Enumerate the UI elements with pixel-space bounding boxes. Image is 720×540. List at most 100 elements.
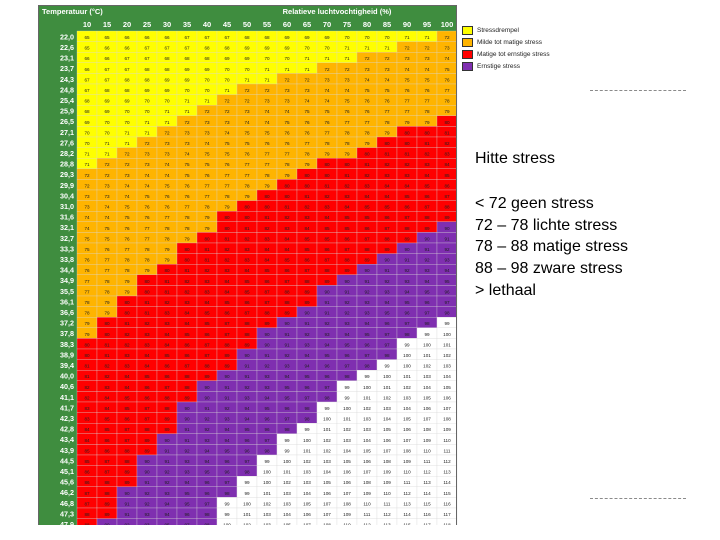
cell-value: 79 bbox=[264, 183, 270, 188]
cell-value: 67 bbox=[184, 35, 190, 40]
cell-value: 92 bbox=[184, 448, 190, 453]
cell-value: 90 bbox=[344, 279, 350, 284]
cell-value: 78 bbox=[284, 162, 290, 167]
cell-value: 99 bbox=[424, 332, 430, 337]
cell-value: 86 bbox=[84, 470, 90, 475]
cell-value: 67 bbox=[204, 35, 210, 40]
legend: Stressdrempel Milde tot matige stress Ma… bbox=[462, 24, 578, 72]
cell-value: 93 bbox=[364, 300, 370, 305]
cell-value: 82 bbox=[104, 374, 110, 379]
temperature-tick-label: 47,3 bbox=[60, 509, 74, 518]
cell-value: 69 bbox=[284, 46, 290, 51]
legend-label: Ernstige stress bbox=[477, 62, 520, 70]
cell-value: 73 bbox=[304, 88, 310, 93]
cell-value: 90 bbox=[304, 311, 310, 316]
cell-value: 86 bbox=[204, 332, 210, 337]
cell-value: 93 bbox=[324, 332, 330, 337]
cell-value: 66 bbox=[104, 46, 110, 51]
cell-value: 84 bbox=[124, 374, 130, 379]
cell-value: 74 bbox=[224, 130, 230, 135]
cell-value: 89 bbox=[184, 395, 190, 400]
cell-value: 71 bbox=[344, 56, 350, 61]
cell-value: 94 bbox=[364, 321, 370, 326]
cell-value: 71 bbox=[204, 99, 210, 104]
cell-value: 99 bbox=[304, 427, 310, 432]
cell-value: 101 bbox=[403, 374, 411, 379]
humidity-tick-label: 70 bbox=[323, 20, 331, 29]
cell-value: 66 bbox=[84, 67, 90, 72]
cell-value: 92 bbox=[164, 470, 170, 475]
temperature-tick-label: 41,1 bbox=[60, 393, 74, 402]
temperature-tick-label: 39,4 bbox=[60, 361, 74, 370]
cell-value: 91 bbox=[124, 512, 130, 517]
cell-value: 96 bbox=[204, 480, 210, 485]
cell-value: 85 bbox=[204, 311, 210, 316]
cell-value: 76 bbox=[144, 205, 150, 210]
temperature-tick-label: 29,9 bbox=[60, 181, 74, 190]
cell-value: 101 bbox=[243, 512, 251, 517]
cell-value: 69 bbox=[84, 120, 90, 125]
cell-value: 75 bbox=[144, 194, 150, 199]
cell-value: 86 bbox=[384, 215, 390, 220]
cell-value: 77 bbox=[204, 194, 210, 199]
cell-value: 95 bbox=[384, 311, 390, 316]
cell-value: 82 bbox=[84, 395, 90, 400]
cell-value: 107 bbox=[363, 470, 371, 475]
cell-value: 76 bbox=[304, 130, 310, 135]
cell-value: 76 bbox=[184, 183, 190, 188]
cell-value: 76 bbox=[104, 247, 110, 252]
cell-value: 84 bbox=[204, 300, 210, 305]
cell-value: 104 bbox=[303, 491, 311, 496]
cell-value: 69 bbox=[244, 56, 250, 61]
legend-label: Stressdrempel bbox=[477, 26, 519, 34]
cell-value: 73 bbox=[224, 120, 230, 125]
cell-value: 69 bbox=[124, 99, 130, 104]
temperature-tick-label: 24,8 bbox=[60, 85, 74, 94]
cell-value: 86 bbox=[424, 194, 430, 199]
cell-value: 101 bbox=[283, 470, 291, 475]
cell-value: 93 bbox=[284, 364, 290, 369]
cell-value: 115 bbox=[403, 523, 411, 525]
cell-value: 85 bbox=[264, 268, 270, 273]
cell-value: 97 bbox=[364, 353, 370, 358]
cell-value: 95 bbox=[224, 448, 230, 453]
humidity-tick-label: 75 bbox=[343, 20, 351, 29]
cell-value: 75 bbox=[84, 236, 90, 241]
cell-value: 73 bbox=[244, 109, 250, 114]
cell-value: 111 bbox=[424, 459, 431, 464]
cell-value: 105 bbox=[443, 385, 451, 390]
cell-value: 103 bbox=[303, 480, 311, 485]
cell-value: 83 bbox=[264, 236, 270, 241]
cell-value: 81 bbox=[244, 226, 250, 231]
cell-value: 106 bbox=[343, 470, 351, 475]
cell-value: 91 bbox=[264, 353, 270, 358]
cell-value: 88 bbox=[84, 512, 90, 517]
cell-value: 106 bbox=[343, 480, 351, 485]
temperature-tick-label: 45,6 bbox=[60, 478, 74, 487]
cell-value: 100 bbox=[263, 470, 271, 475]
cell-value: 85 bbox=[104, 427, 110, 432]
cell-value: 82 bbox=[184, 279, 190, 284]
cell-value: 76 bbox=[224, 162, 230, 167]
cell-value: 82 bbox=[404, 162, 410, 167]
cell-value: 103 bbox=[403, 395, 411, 400]
cell-value: 69 bbox=[104, 99, 110, 104]
legend-swatch-red bbox=[462, 49, 473, 59]
cell-value: 78 bbox=[324, 141, 330, 146]
cell-value: 109 bbox=[383, 480, 391, 485]
cell-value: 79 bbox=[444, 109, 450, 114]
cell-value: 68 bbox=[164, 56, 170, 61]
legend-item: Ernstige stress bbox=[462, 60, 578, 72]
cell-value: 73 bbox=[104, 194, 110, 199]
cell-value: 69 bbox=[324, 35, 330, 40]
cell-value: 89 bbox=[304, 300, 310, 305]
cell-value: 99 bbox=[384, 364, 390, 369]
cell-value: 81 bbox=[264, 215, 270, 220]
cell-value: 74 bbox=[284, 109, 290, 114]
cell-value: 74 bbox=[104, 215, 110, 220]
cell-value: 73 bbox=[204, 130, 210, 135]
cell-value: 71 bbox=[424, 35, 430, 40]
temperature-tick-label: 24,3 bbox=[60, 75, 74, 84]
cell-value: 96 bbox=[224, 470, 230, 475]
cell-value: 90 bbox=[204, 385, 210, 390]
